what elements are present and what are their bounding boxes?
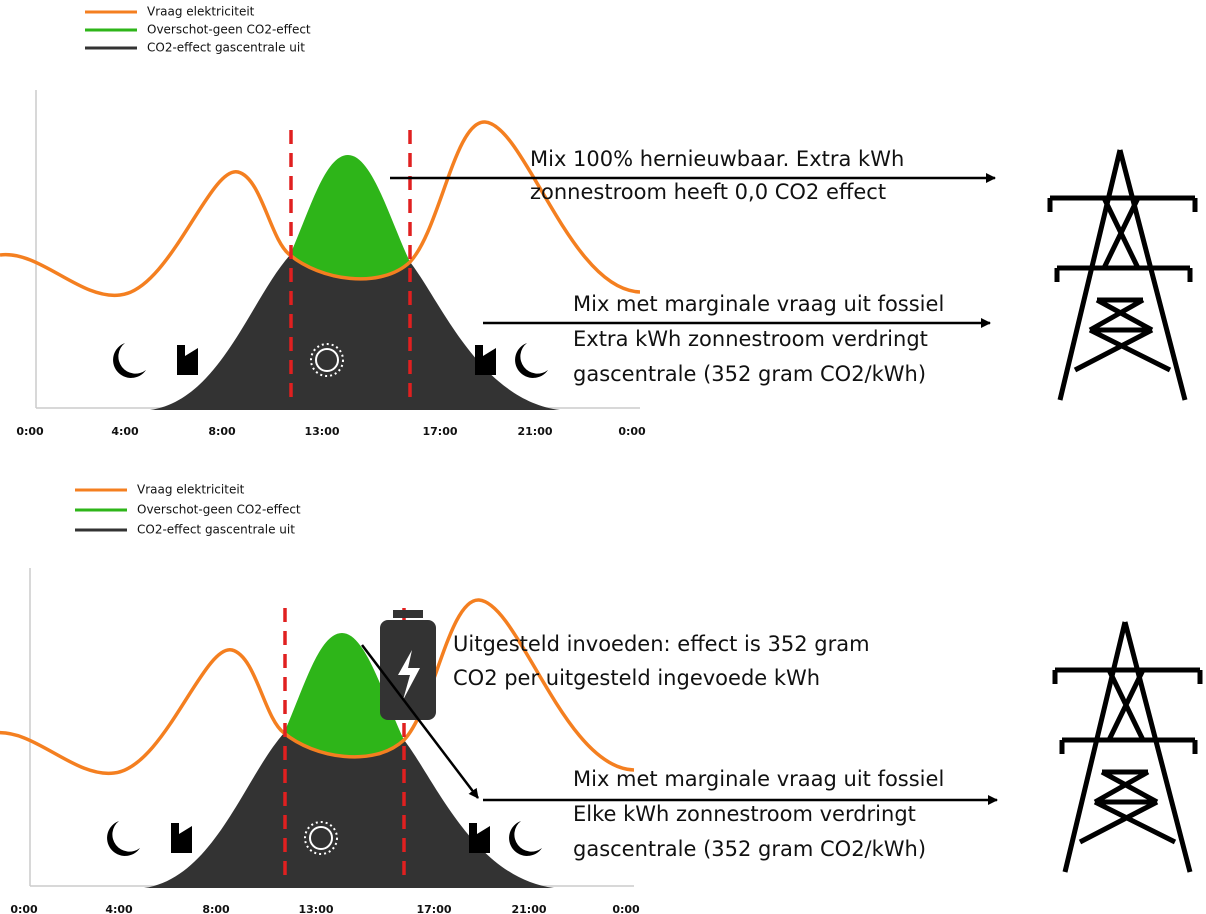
diagram: Vraag elektriciteit Overschot-geen CO2-ef… <box>0 0 1206 914</box>
x-label: 13:00 <box>304 425 339 438</box>
pylon <box>1050 150 1195 400</box>
pylon <box>1055 622 1200 872</box>
legend-label: CO2-effect gascentrale uit <box>137 523 295 537</box>
annotation: Mix met marginale vraag uit fossiel <box>573 767 944 791</box>
legend-label: Overschot-geen CO2-effect <box>137 503 301 517</box>
annotation: gascentrale (352 gram CO2/kWh) <box>573 362 926 386</box>
annotation: Mix met marginale vraag uit fossiel <box>573 292 944 316</box>
x-label: 8:00 <box>208 425 236 438</box>
x-label: 0:00 <box>618 425 646 438</box>
annotation: CO2 per uitgesteld ingevoede kWh <box>453 666 820 690</box>
annotation: Uitgesteld invoeden: effect is 352 gram <box>453 632 870 656</box>
x-label: 17:00 <box>422 425 457 438</box>
x-label: 0:00 <box>10 903 38 914</box>
annotation: Extra kWh zonnestroom verdringt <box>573 327 928 351</box>
x-label: 13:00 <box>298 903 333 914</box>
legend-label: Vraag elektriciteit <box>137 483 245 497</box>
annotation: zonnestroom heeft 0,0 CO2 effect <box>530 180 886 204</box>
legend-label: CO2-effect gascentrale uit <box>147 41 305 55</box>
annotation: Elke kWh zonnestroom verdringt <box>573 802 916 826</box>
legend-label: Overschot-geen CO2-effect <box>147 23 311 37</box>
legend-label: Vraag elektriciteit <box>147 5 255 19</box>
panel-2-chart <box>0 568 634 888</box>
x-label: 4:00 <box>105 903 133 914</box>
annotation: Mix 100% hernieuwbaar. Extra kWh <box>530 147 904 171</box>
x-label: 0:00 <box>16 425 44 438</box>
battery <box>380 610 436 720</box>
x-label: 21:00 <box>517 425 552 438</box>
x-label: 4:00 <box>111 425 139 438</box>
x-label: 8:00 <box>202 903 230 914</box>
x-label: 21:00 <box>511 903 546 914</box>
x-label: 17:00 <box>416 903 451 914</box>
annotation: gascentrale (352 gram CO2/kWh) <box>573 837 926 861</box>
panel-1-chart <box>0 90 640 410</box>
x-label: 0:00 <box>612 903 640 914</box>
